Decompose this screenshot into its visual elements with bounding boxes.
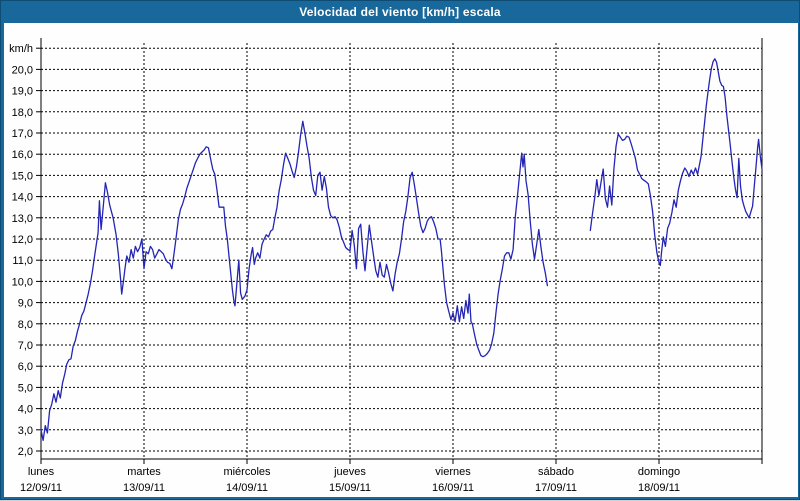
svg-text:viernes: viernes: [435, 466, 471, 478]
svg-text:17/09/11: 17/09/11: [535, 482, 577, 494]
svg-text:7,0: 7,0: [18, 340, 33, 352]
svg-text:16/09/11: 16/09/11: [432, 482, 474, 494]
svg-text:8,0: 8,0: [18, 319, 33, 331]
svg-text:lunes: lunes: [28, 466, 55, 478]
svg-text:18/09/11: 18/09/11: [638, 482, 680, 494]
svg-text:13/09/11: 13/09/11: [123, 482, 165, 494]
svg-text:10,0: 10,0: [12, 276, 33, 288]
svg-text:13,0: 13,0: [12, 213, 33, 225]
chart-title: Velocidad del viento [km/h] escala: [299, 5, 501, 19]
svg-text:jueves: jueves: [333, 466, 366, 478]
svg-text:15/09/11: 15/09/11: [329, 482, 371, 494]
svg-text:17,0: 17,0: [12, 128, 33, 140]
svg-text:km/h: km/h: [9, 43, 33, 55]
svg-text:20,0: 20,0: [12, 64, 33, 76]
svg-text:6,0: 6,0: [18, 361, 33, 373]
svg-text:14/09/11: 14/09/11: [226, 482, 268, 494]
svg-text:18,0: 18,0: [12, 107, 33, 119]
svg-text:19,0: 19,0: [12, 86, 33, 98]
title-bar: Velocidad del viento [km/h] escala: [1, 1, 799, 23]
svg-text:sábado: sábado: [538, 466, 574, 478]
svg-text:12,0: 12,0: [12, 234, 33, 246]
svg-text:2,0: 2,0: [18, 446, 33, 458]
svg-text:5,0: 5,0: [18, 382, 33, 394]
svg-text:14,0: 14,0: [12, 192, 33, 204]
svg-text:9,0: 9,0: [18, 298, 33, 310]
svg-text:11,0: 11,0: [12, 255, 33, 267]
svg-text:miércoles: miércoles: [223, 466, 271, 478]
svg-text:4,0: 4,0: [18, 404, 33, 416]
svg-text:12/09/11: 12/09/11: [20, 482, 62, 494]
svg-text:3,0: 3,0: [18, 425, 33, 437]
svg-text:domingo: domingo: [638, 466, 680, 478]
svg-text:martes: martes: [127, 466, 161, 478]
svg-text:16,0: 16,0: [12, 149, 33, 161]
svg-text:15,0: 15,0: [12, 170, 33, 182]
